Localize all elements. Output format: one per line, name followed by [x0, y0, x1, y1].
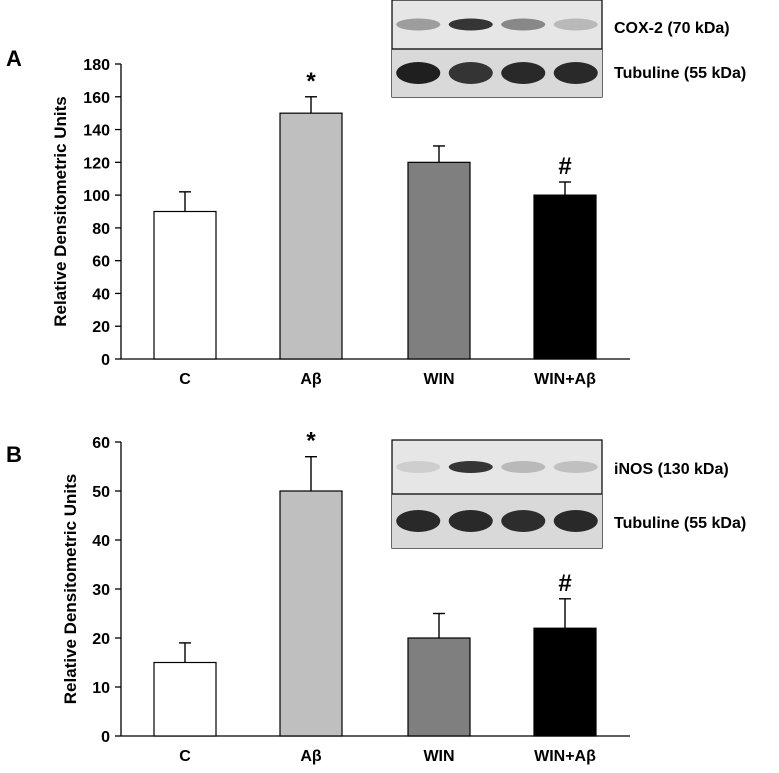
y-tick-label: 100: [83, 188, 110, 205]
y-tick-label: 40: [92, 286, 110, 303]
y-tick-label: 20: [92, 319, 110, 336]
blot-target-label: COX-2 (70 kDa): [614, 20, 730, 37]
bar-4: [533, 194, 597, 360]
y-tick-label: 60: [92, 435, 110, 452]
significance-hash: #: [558, 570, 571, 597]
blot-band: [553, 510, 598, 532]
panel-a: A Relative Densitometric Units 0 20 40 60 80 10…: [6, 0, 746, 388]
bar-2: [279, 112, 343, 360]
x-category-label: WIN+Aβ: [534, 748, 596, 765]
x-category-label: Aβ: [300, 748, 322, 765]
blot-band: [501, 461, 546, 473]
bar-1: [153, 210, 217, 360]
y-tick-label: 20: [92, 631, 110, 648]
western-blot-inset: [391, 439, 603, 549]
blot-band: [501, 510, 546, 532]
blot-target-label: iNOS (130 kDa): [614, 461, 729, 478]
bar-4: [533, 627, 597, 737]
blot-band: [448, 510, 493, 532]
bar-2: [279, 490, 343, 737]
x-category-label: WIN: [423, 371, 454, 388]
significance-hash: #: [558, 153, 571, 180]
blot-band: [553, 62, 598, 84]
significance-asterisk: *: [306, 68, 316, 95]
blot-loading-control-label: Tubuline (55 kDa): [614, 65, 746, 82]
y-tick-label: 140: [83, 123, 110, 140]
blot-band: [396, 510, 441, 532]
bar-3: [407, 161, 471, 360]
blot-band: [448, 461, 493, 473]
western-blot-inset: [391, 0, 603, 98]
blot-band: [396, 461, 441, 473]
blot-loading-control-label: Tubuline (55 kDa): [614, 515, 746, 532]
x-category-label: C: [179, 371, 191, 388]
y-tick-label: 0: [101, 352, 110, 369]
panel-letter: B: [6, 442, 22, 467]
blot-band: [553, 461, 598, 473]
panel-letter: A: [6, 46, 22, 71]
y-tick-label: 80: [92, 221, 110, 238]
blot-band: [501, 62, 546, 84]
y-tick-label: 10: [92, 680, 110, 697]
panel-b: B Relative Densitometric Units 0 10 20 30 40 50…: [6, 428, 746, 765]
y-tick-label: 0: [101, 729, 110, 746]
y-tick-label: 160: [83, 90, 110, 107]
blot-band: [553, 18, 598, 31]
y-tick-label: 180: [83, 57, 110, 74]
y-tick-label: 50: [92, 484, 110, 501]
bar-1: [153, 661, 217, 737]
blot-band: [396, 62, 441, 84]
blot-band: [448, 18, 493, 31]
y-axis-title: Relative Densitometric Units: [51, 96, 70, 327]
y-tick-label: 60: [92, 254, 110, 271]
x-category-label: WIN+Aβ: [534, 371, 596, 388]
x-category-label: C: [179, 748, 191, 765]
blot-band: [501, 18, 546, 31]
y-tick-label: 40: [92, 533, 110, 550]
bar-3: [407, 637, 471, 737]
x-category-label: WIN: [423, 748, 454, 765]
blot-band: [448, 62, 493, 84]
significance-asterisk: *: [306, 428, 316, 455]
y-axis-title: Relative Densitometric Units: [61, 474, 80, 705]
blot-band: [396, 18, 441, 31]
y-tick-label: 30: [92, 582, 110, 599]
x-category-label: Aβ: [300, 371, 322, 388]
y-tick-label: 120: [83, 155, 110, 172]
